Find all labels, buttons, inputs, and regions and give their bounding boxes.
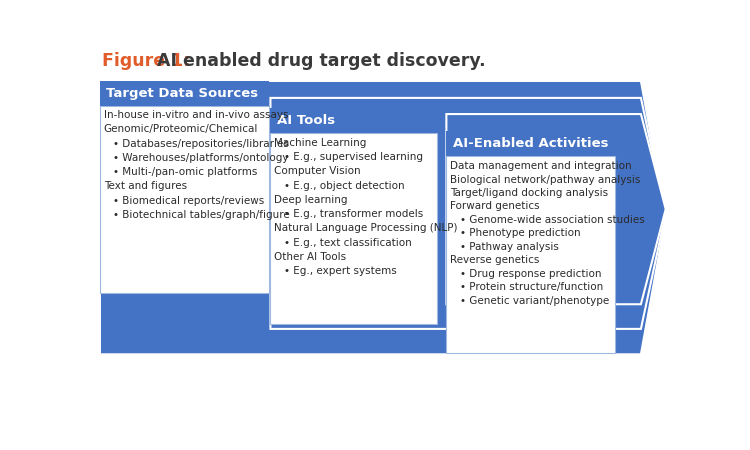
Text: Target Data Sources: Target Data Sources bbox=[106, 87, 258, 100]
Text: Text and figures: Text and figures bbox=[104, 181, 187, 191]
Text: In-house in-vitro and in-vivo assays: In-house in-vitro and in-vivo assays bbox=[104, 110, 288, 120]
Text: • Phenotype prediction: • Phenotype prediction bbox=[460, 229, 580, 238]
Text: Figure 1:: Figure 1: bbox=[101, 52, 190, 70]
Text: Other AI Tools: Other AI Tools bbox=[274, 252, 346, 262]
Text: • Warehouses/platforms/ontology: • Warehouses/platforms/ontology bbox=[113, 153, 289, 163]
Text: • Multi-/pan-omic platforms: • Multi-/pan-omic platforms bbox=[113, 167, 257, 177]
Text: Genomic/Proteomic/Chemical: Genomic/Proteomic/Chemical bbox=[104, 125, 258, 135]
Text: Target/ligand docking analysis: Target/ligand docking analysis bbox=[450, 188, 608, 198]
Polygon shape bbox=[271, 98, 666, 329]
Text: • Pathway analysis: • Pathway analysis bbox=[460, 242, 559, 252]
Text: • E.g., object detection: • E.g., object detection bbox=[284, 180, 404, 191]
Text: Computer Vision: Computer Vision bbox=[274, 166, 361, 176]
Text: Natural Language Processing (NLP): Natural Language Processing (NLP) bbox=[274, 223, 458, 234]
FancyBboxPatch shape bbox=[100, 106, 269, 292]
Text: Forward genetics: Forward genetics bbox=[450, 202, 540, 211]
Text: • E.g., text classification: • E.g., text classification bbox=[284, 238, 411, 248]
FancyBboxPatch shape bbox=[446, 131, 615, 156]
FancyBboxPatch shape bbox=[271, 108, 437, 133]
Text: • Drug response prediction: • Drug response prediction bbox=[460, 269, 601, 279]
Text: Machine Learning: Machine Learning bbox=[274, 138, 367, 148]
Text: Biological network/pathway analysis: Biological network/pathway analysis bbox=[450, 175, 640, 184]
Text: • Databases/repositories/libraries: • Databases/repositories/libraries bbox=[113, 139, 289, 148]
Text: AI enabled drug target discovery.: AI enabled drug target discovery. bbox=[151, 52, 486, 70]
Polygon shape bbox=[100, 81, 666, 354]
Polygon shape bbox=[446, 114, 666, 304]
Text: Reverse genetics: Reverse genetics bbox=[450, 255, 540, 266]
Text: AI Tools: AI Tools bbox=[277, 114, 334, 127]
Text: • E.g., supervised learning: • E.g., supervised learning bbox=[284, 152, 423, 162]
Text: • Genetic variant/phenotype: • Genetic variant/phenotype bbox=[460, 296, 609, 306]
Text: AI-Enabled Activities: AI-Enabled Activities bbox=[452, 137, 608, 150]
Text: • E.g., transformer models: • E.g., transformer models bbox=[284, 209, 423, 219]
Text: • Biomedical reports/reviews: • Biomedical reports/reviews bbox=[113, 196, 264, 206]
Text: • Eg., expert systems: • Eg., expert systems bbox=[284, 266, 396, 276]
FancyBboxPatch shape bbox=[100, 81, 269, 106]
Text: • Protein structure/function: • Protein structure/function bbox=[460, 282, 603, 292]
Text: Deep learning: Deep learning bbox=[274, 195, 348, 205]
Text: • Biotechnical tables/graph/figure: • Biotechnical tables/graph/figure bbox=[113, 210, 290, 220]
Text: • Genome-wide association studies: • Genome-wide association studies bbox=[460, 215, 644, 225]
FancyBboxPatch shape bbox=[271, 133, 437, 324]
Text: Data management and integration: Data management and integration bbox=[450, 161, 632, 171]
FancyBboxPatch shape bbox=[446, 156, 615, 353]
